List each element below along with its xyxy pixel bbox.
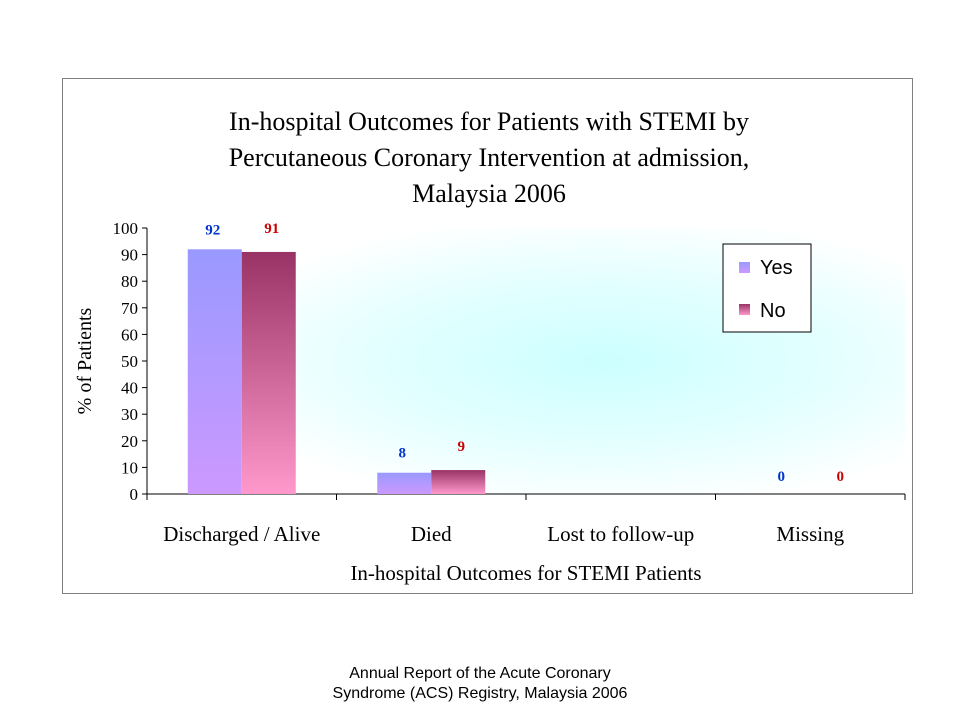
legend-box	[722, 243, 812, 333]
legend: Yes No	[722, 243, 812, 333]
x-tick-label: Discharged / Alive	[163, 522, 320, 546]
y-tick-label: 60	[121, 325, 138, 344]
chart-title-line-2: Percutaneous Coronary Intervention at ad…	[229, 143, 750, 172]
data-label-no-0: 91	[264, 221, 279, 237]
bar-no-1	[431, 470, 486, 494]
y-tick-label: 0	[130, 485, 139, 504]
chart-title-line-1: In-hospital Outcomes for Patients with S…	[229, 107, 749, 136]
x-tick-label: Died	[411, 522, 452, 546]
y-tick-label: 30	[121, 405, 138, 424]
caption-line-2: Syndrome (ACS) Registry, Malaysia 2006	[332, 685, 628, 702]
data-label-yes-0: 92	[205, 222, 220, 238]
y-tick-label: 10	[121, 458, 138, 477]
data-label-yes-1: 8	[399, 446, 407, 462]
data-label-yes-3: 0	[778, 469, 786, 485]
bars	[187, 249, 486, 494]
y-tick-label: 100	[113, 219, 139, 238]
legend-swatch-no	[739, 304, 750, 315]
caption-line-1: Annual Report of the Acute Coronary	[349, 665, 611, 682]
legend-label-no: No	[760, 300, 786, 322]
report-caption: Annual Report of the Acute Coronary Synd…	[180, 664, 780, 704]
legend-label-yes: Yes	[760, 257, 793, 279]
legend-swatch-yes	[739, 262, 750, 273]
y-tick-label: 50	[121, 352, 138, 371]
y-tick-label: 80	[121, 272, 138, 291]
y-tick-label: 20	[121, 432, 138, 451]
bar-no-0	[241, 251, 296, 494]
y-tick-label: 90	[121, 246, 138, 265]
x-tick-label: Lost to follow-up	[547, 522, 694, 546]
chart-title-line-3: Malaysia 2006	[412, 179, 566, 208]
chart-title: In-hospital Outcomes for Patients with S…	[229, 107, 750, 208]
x-axis-label: In-hospital Outcomes for STEMI Patients	[350, 561, 701, 585]
y-tick-label: 70	[121, 299, 138, 318]
x-tick-label: Missing	[776, 522, 844, 546]
bar-yes-1	[377, 472, 432, 494]
bar-yes-0	[187, 249, 242, 494]
data-label-no-1: 9	[458, 439, 466, 455]
data-labels: 92 91 8 9 0 0	[205, 221, 844, 485]
data-label-no-3: 0	[837, 469, 845, 485]
y-tick-label: 40	[121, 379, 138, 398]
y-axis-label: % of Patients	[74, 307, 96, 414]
